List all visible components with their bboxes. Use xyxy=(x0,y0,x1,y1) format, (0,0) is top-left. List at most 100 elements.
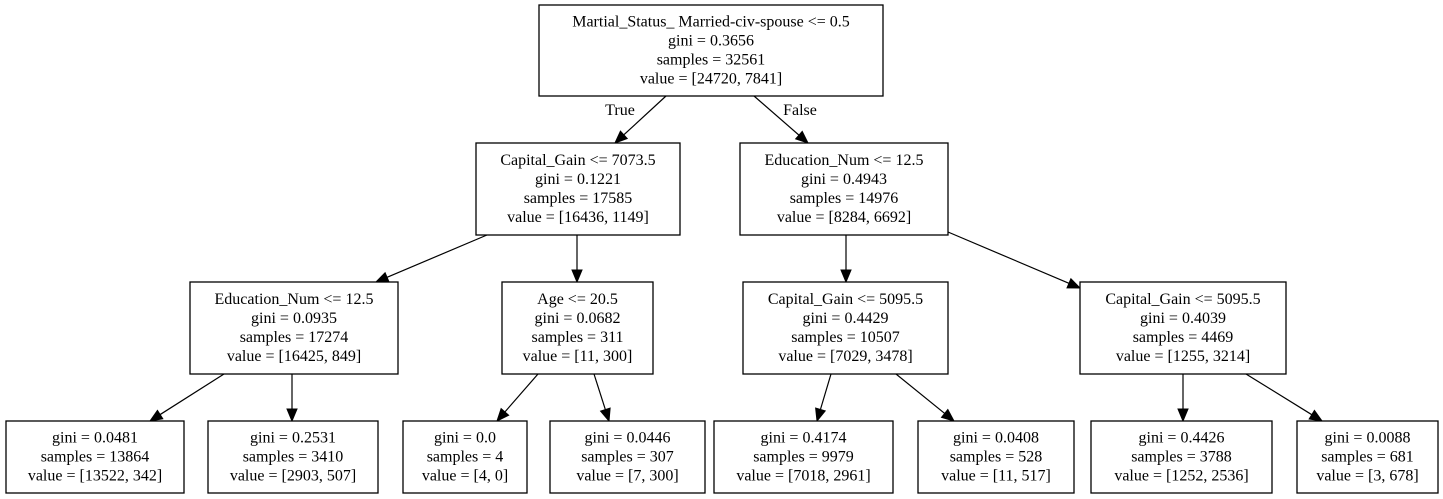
node-box xyxy=(739,142,949,236)
node-box xyxy=(742,281,949,375)
edge-n1-n3 xyxy=(374,234,488,283)
node-text-line: value = [7018, 2961] xyxy=(736,468,870,485)
arrowhead-icon xyxy=(286,408,298,423)
node-text-line: samples = 14976 xyxy=(790,190,899,207)
tree-node-n7: gini = 0.0481 samples = 13864 value = [135… xyxy=(5,420,185,494)
node-text-line: gini = 0.2531 xyxy=(250,430,336,447)
node-text-line: samples = 4469 xyxy=(1133,329,1234,346)
node-text-line: gini = 0.0682 xyxy=(535,310,621,327)
node-text-line: samples = 17274 xyxy=(240,329,349,346)
node-text-line: samples = 307 xyxy=(581,449,674,466)
arrowhead-icon xyxy=(840,269,852,284)
node-text-line: value = [1252, 2536] xyxy=(1114,468,1248,485)
node-text-line: samples = 9979 xyxy=(753,449,854,466)
node-text-line: gini = 0.4426 xyxy=(1139,430,1225,447)
edge-line xyxy=(159,373,225,416)
node-text-line: samples = 3410 xyxy=(243,449,344,466)
edge-line xyxy=(593,373,606,410)
node-box xyxy=(713,420,894,494)
arrowhead-icon xyxy=(599,407,611,423)
edge-line xyxy=(895,373,946,414)
node-text-line: gini = 0.0446 xyxy=(585,430,671,447)
edge-line xyxy=(504,373,539,413)
arrowhead-icon xyxy=(571,269,583,284)
node-text-line: gini = 0.1221 xyxy=(535,171,621,188)
node-text-line: value = [7, 300] xyxy=(576,468,678,485)
tree-node-n5: Capital_Gain <= 5095.5 gini = 0.4429 sampl… xyxy=(742,281,949,375)
node-text-line: samples = 681 xyxy=(1321,449,1414,466)
node-box xyxy=(501,281,654,375)
arrowhead-icon xyxy=(1177,408,1189,423)
edge-n3-n8 xyxy=(286,374,298,423)
arrowhead-icon xyxy=(1066,277,1082,289)
node-box xyxy=(207,420,379,494)
node-text-line: samples = 528 xyxy=(950,449,1043,466)
arrowhead-icon xyxy=(614,130,629,144)
node-text-line: Education_Num <= 12.5 xyxy=(215,291,374,308)
tree-node-n11: gini = 0.4174 samples = 9979 value = [7018… xyxy=(713,420,894,494)
node-text-line: gini = 0.4429 xyxy=(803,310,889,327)
edge-n1-n4 xyxy=(571,235,583,284)
node-box xyxy=(475,142,681,236)
tree-node-n4: Age <= 20.5 gini = 0.0682 samples = 311 val… xyxy=(501,281,654,375)
node-text-line: samples = 17585 xyxy=(524,190,633,207)
node-box xyxy=(189,281,399,375)
node-box xyxy=(1079,281,1287,375)
node-text-line: Age <= 20.5 xyxy=(537,291,618,308)
node-text-line: value = [11, 300] xyxy=(523,348,633,365)
node-text-line: gini = 0.0935 xyxy=(251,310,337,327)
node-text-line: value = [24720, 7841] xyxy=(640,71,782,88)
edge-line xyxy=(386,234,488,278)
edge-label: True xyxy=(605,102,635,119)
node-text-line: value = [11, 517] xyxy=(941,468,1051,485)
arrowhead-icon xyxy=(148,409,164,422)
edge-n2-n5 xyxy=(840,235,852,284)
node-text-line: value = [3, 678] xyxy=(1316,468,1418,485)
node-text-line: samples = 3788 xyxy=(1131,449,1232,466)
arrowhead-icon xyxy=(794,130,809,144)
tree-node-n3: Education_Num <= 12.5 gini = 0.0935 sample… xyxy=(189,281,399,375)
edge-n0-n1: True xyxy=(605,95,667,144)
node-box xyxy=(538,4,884,97)
nodes-layer: Martial_Status_ Married-civ-spouse <= 0.… xyxy=(5,4,1439,494)
node-text-line: Capital_Gain <= 5095.5 xyxy=(1105,291,1260,308)
node-text-line: value = [7029, 3478] xyxy=(778,348,912,365)
node-text-line: gini = 0.0 xyxy=(434,430,496,447)
tree-node-n0: Martial_Status_ Married-civ-spouse <= 0.… xyxy=(538,4,884,97)
arrowhead-icon xyxy=(496,407,510,422)
node-box xyxy=(1296,420,1439,494)
node-text-line: gini = 0.0408 xyxy=(953,430,1039,447)
node-text-line: gini = 0.4039 xyxy=(1140,310,1226,327)
node-text-line: value = [1255, 3214] xyxy=(1116,348,1250,365)
edge-n4-n10 xyxy=(593,373,611,423)
node-text-line: samples = 32561 xyxy=(657,52,766,69)
edge-line xyxy=(1245,373,1313,416)
edge-line xyxy=(819,373,832,410)
node-text-line: value = [13522, 342] xyxy=(28,468,162,485)
node-text-line: gini = 0.3656 xyxy=(668,33,754,50)
node-text-line: value = [4, 0] xyxy=(422,468,508,485)
node-text-line: Capital_Gain <= 5095.5 xyxy=(768,291,923,308)
node-box xyxy=(549,420,706,494)
node-box xyxy=(1090,420,1273,494)
node-box xyxy=(5,420,185,494)
edge-line xyxy=(753,95,800,136)
node-text-line: value = [16436, 1149] xyxy=(507,209,649,226)
node-text-line: samples = 10507 xyxy=(791,329,900,346)
edge-label: False xyxy=(783,102,817,119)
node-text-line: value = [8284, 6692] xyxy=(777,209,911,226)
edge-n0-n2: False xyxy=(753,95,817,144)
node-text-line: value = [2903, 507] xyxy=(230,468,356,485)
edge-n6-n14 xyxy=(1245,373,1324,422)
node-text-line: gini = 0.0481 xyxy=(52,430,138,447)
node-box xyxy=(917,420,1075,494)
tree-node-n14: gini = 0.0088 samples = 681 value = [3, 67… xyxy=(1296,420,1439,494)
tree-node-n6: Capital_Gain <= 5095.5 gini = 0.4039 sampl… xyxy=(1079,281,1287,375)
edge-line xyxy=(623,95,667,136)
node-text-line: Capital_Gain <= 7073.5 xyxy=(500,152,655,169)
node-text-line: samples = 311 xyxy=(532,329,624,346)
node-box xyxy=(402,420,528,494)
tree-node-n1: Capital_Gain <= 7073.5 gini = 0.1221 sampl… xyxy=(475,142,681,236)
node-text-line: samples = 4 xyxy=(427,449,504,466)
